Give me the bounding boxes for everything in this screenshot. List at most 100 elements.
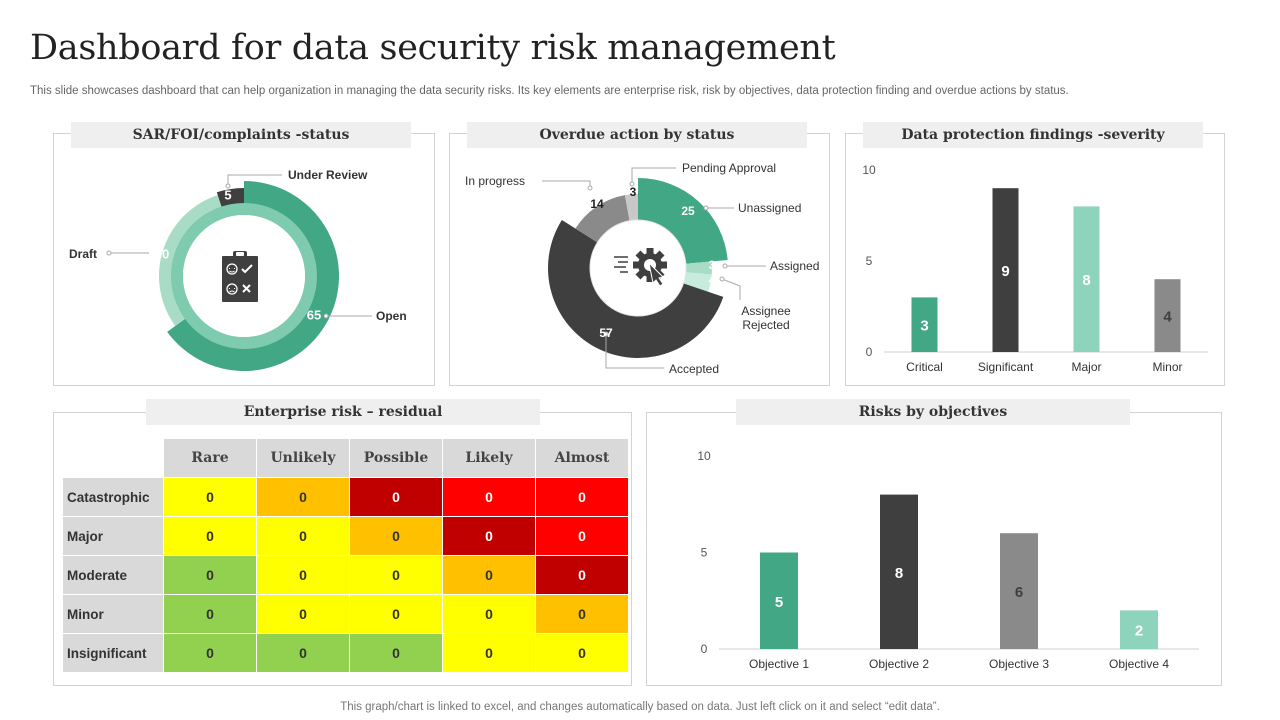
- heatmap-cell-major-unlikely[interactable]: 0: [256, 516, 350, 556]
- page-title: Dashboard for data security risk managem…: [30, 28, 836, 68]
- overdue-slice-unassigned[interactable]: [638, 178, 728, 264]
- findings-category-minor: Minor: [1152, 360, 1182, 374]
- heatmap-cell-insignificant-unlikely[interactable]: 0: [256, 633, 350, 673]
- gear-cursor-icon: [614, 248, 667, 287]
- findings-bar-critical[interactable]: [911, 297, 938, 352]
- findings-category-major: Major: [1071, 360, 1101, 374]
- heatmap-col-almost: Almost: [535, 438, 629, 478]
- heatmap-cell-catastrophic-rare[interactable]: 0: [163, 477, 257, 517]
- heatmap-cell-minor-possible[interactable]: 0: [349, 594, 443, 634]
- objectives-ytick: 10: [697, 449, 711, 463]
- enterprise-panel-title: Enterprise risk – residual: [146, 399, 540, 425]
- objectives-category-objective-2: Objective 2: [869, 657, 929, 671]
- overdue-panel-title: Overdue action by status: [467, 122, 807, 148]
- objectives-bar-objective-3[interactable]: [1000, 533, 1038, 649]
- overdue-value-assignee-rejected: 4: [709, 273, 716, 287]
- heatmap-cell-major-rare[interactable]: 0: [163, 516, 257, 556]
- enterprise-risk-heatmap[interactable]: Rare Unlikely Possible Likely Almost Catastro…: [62, 438, 629, 673]
- heatmap-cell-moderate-rare[interactable]: 0: [163, 555, 257, 595]
- overdue-value-assigned: 3: [709, 258, 716, 272]
- overdue-leader-dot: [629, 181, 635, 187]
- heatmap-row-moderate: Moderate: [62, 555, 164, 595]
- objectives-category-objective-1: Objective 1: [749, 657, 809, 671]
- heatmap-cell-minor-unlikely[interactable]: 0: [256, 594, 350, 634]
- findings-bar-significant[interactable]: [992, 188, 1019, 352]
- objectives-value-objective-4: 2: [1135, 623, 1143, 640]
- overdue-leader-dot: [703, 205, 709, 211]
- heatmap-row: Minor 0 0 0 0 0: [62, 594, 629, 634]
- heatmap-cell-moderate-likely[interactable]: 0: [442, 555, 536, 595]
- overdue-slice-assignee-rejected[interactable]: [683, 272, 712, 292]
- heatmap-cell-catastrophic-likely[interactable]: 0: [442, 477, 536, 517]
- overdue-label-pending-approval: Pending Approval: [682, 161, 776, 175]
- sar-label-draft: Draft: [69, 247, 97, 261]
- findings-value-minor: 4: [1163, 309, 1172, 326]
- findings-ytick: 10: [862, 163, 876, 177]
- heatmap-cell-insignificant-almost[interactable]: 0: [535, 633, 629, 673]
- objectives-category-objective-3: Objective 3: [989, 657, 1049, 671]
- overdue-slice-pending-approval[interactable]: [624, 194, 638, 221]
- sar-value-open: 65: [307, 307, 321, 322]
- objectives-bar-objective-4[interactable]: [1120, 610, 1158, 649]
- overdue-value-pending-approval: 3: [630, 185, 637, 199]
- heatmap-row-major: Major: [62, 516, 164, 556]
- overdue-leader-assignee-rejected: [721, 278, 741, 300]
- heatmap-cell-moderate-almost[interactable]: 0: [535, 555, 629, 595]
- overdue-panel[interactable]: Overdue action by status 25 Unassigned 3 As…: [449, 122, 830, 386]
- sar-leader-dot: [106, 250, 112, 256]
- overdue-value-unassigned: 25: [681, 204, 695, 218]
- heatmap-cell-catastrophic-almost[interactable]: 0: [535, 477, 629, 517]
- enterprise-panel[interactable]: Enterprise risk – residual Rare Unlikely P…: [53, 399, 632, 686]
- objectives-value-objective-3: 6: [1015, 584, 1023, 601]
- objectives-bar-objective-2[interactable]: [880, 494, 918, 649]
- objectives-category-objective-4: Objective 4: [1109, 657, 1169, 671]
- overdue-label-assignee-rejected-1: Assignee: [741, 304, 791, 318]
- objectives-bar-chart[interactable]: 0 5 10 5 Objective 1 8 Objective 2 6 Objective 3…: [647, 413, 1223, 687]
- heatmap-cell-minor-likely[interactable]: 0: [442, 594, 536, 634]
- footer-note: This graph/chart is linked to excel, and…: [340, 701, 940, 713]
- sar-leader-dot: [323, 313, 329, 319]
- overdue-label-in-progress: In progress: [465, 174, 525, 188]
- heatmap-corner: [62, 438, 164, 478]
- heatmap-cell-major-possible[interactable]: 0: [349, 516, 443, 556]
- objectives-bar-objective-1[interactable]: [760, 552, 798, 650]
- heatmap-cell-major-almost[interactable]: 0: [535, 516, 629, 556]
- heatmap-cell-catastrophic-unlikely[interactable]: 0: [256, 477, 350, 517]
- heatmap-row-insignificant: Insignificant: [62, 633, 164, 673]
- findings-bar-minor[interactable]: [1154, 279, 1181, 352]
- heatmap-cell-insignificant-possible[interactable]: 0: [349, 633, 443, 673]
- sar-label-under-review: Under Review: [288, 168, 368, 182]
- findings-value-critical: 3: [920, 318, 928, 335]
- heatmap-cell-minor-rare[interactable]: 0: [163, 594, 257, 634]
- findings-bar-major[interactable]: [1073, 206, 1100, 352]
- overdue-label-accepted: Accepted: [669, 362, 719, 376]
- heatmap-row-catastrophic: Catastrophic: [62, 477, 164, 517]
- sar-leader-under-review: [227, 174, 282, 186]
- overdue-value-accepted: 57: [599, 326, 613, 340]
- objectives-panel[interactable]: Risks by objectives 0 5 10 5 Objective 1 8 Obj…: [646, 399, 1223, 687]
- overdue-label-assignee-rejected-2: Rejected: [742, 318, 789, 332]
- heatmap-row: Major 0 0 0 0 0: [62, 516, 629, 556]
- heatmap-cell-catastrophic-possible[interactable]: 0: [349, 477, 443, 517]
- heatmap-cell-minor-almost[interactable]: 0: [535, 594, 629, 634]
- overdue-leader-dot: [587, 185, 593, 191]
- sar-panel[interactable]: SAR/FOI/complaints -status 65 Open 30 Draft…: [53, 122, 435, 386]
- findings-bar-chart[interactable]: 0 5 10 3 Critical 9 Significant 8 Major 4 Minor: [846, 134, 1226, 387]
- heatmap-cell-insignificant-rare[interactable]: 0: [163, 633, 257, 673]
- overdue-slice-assigned[interactable]: [685, 261, 712, 275]
- objectives-ytick: 0: [701, 642, 708, 656]
- heatmap-cell-insignificant-likely[interactable]: 0: [442, 633, 536, 673]
- overdue-slice-in-progress[interactable]: [575, 195, 630, 243]
- heatmap-cell-moderate-unlikely[interactable]: 0: [256, 555, 350, 595]
- sar-leader-dot: [225, 183, 231, 189]
- findings-panel[interactable]: Data protection findings -severity 0 5 10 3…: [845, 122, 1226, 387]
- clipboard-feedback-icon: [222, 251, 258, 302]
- overdue-inner-edge: [589, 219, 687, 317]
- sar-inner-ring: [171, 203, 317, 349]
- findings-value-significant: 9: [1001, 263, 1009, 280]
- heatmap-cell-major-likely[interactable]: 0: [442, 516, 536, 556]
- heatmap-col-unlikely: Unlikely: [256, 438, 350, 478]
- heatmap-col-likely: Likely: [442, 438, 536, 478]
- heatmap-row-minor: Minor: [62, 594, 164, 634]
- heatmap-cell-moderate-possible[interactable]: 0: [349, 555, 443, 595]
